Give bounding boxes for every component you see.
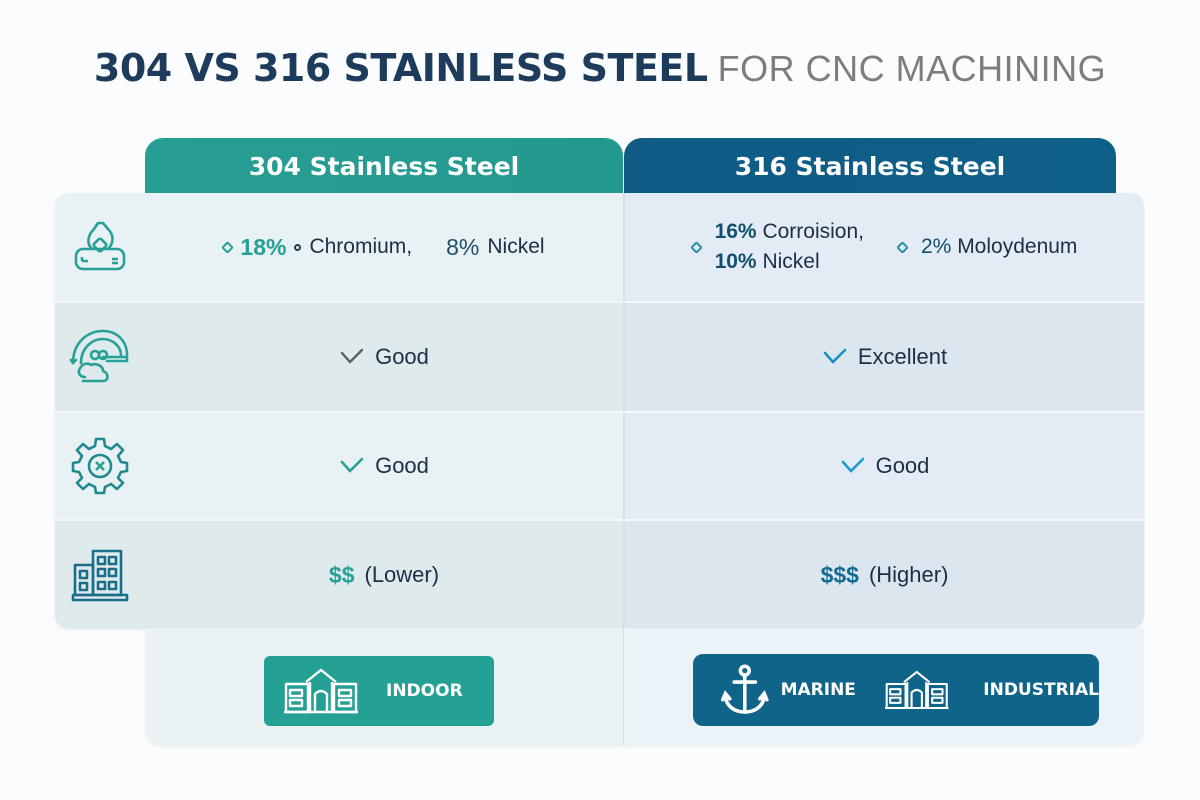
cell-304-cost: $$ (Lower): [145, 521, 623, 629]
title-sub: FOR CNC MACHINING: [717, 48, 1107, 89]
anchor-icon: [721, 664, 769, 714]
diamond-bullet-icon: [689, 240, 703, 254]
check-icon: [340, 457, 364, 473]
cell-316-machinability: Good: [623, 413, 1144, 519]
cell-316-composition: 16% Corroision, 10% Nickel 2% Moloydenum: [623, 193, 1144, 301]
check-icon: [841, 457, 864, 473]
application-badge-marine-industrial: MARINE INDUSTRIAL: [693, 654, 1099, 726]
alloy-composition-icon: [74, 221, 126, 271]
check-icon: [340, 348, 364, 364]
diamond-bullet-icon: [896, 240, 909, 254]
table-row-cost: $$ (Lower) $$$ (Higher): [55, 521, 1144, 629]
building-icon: [885, 670, 949, 710]
row-icon-cell: [55, 303, 145, 411]
cell-304-composition: 18% Chromium, 8% Nickel: [145, 193, 623, 301]
table-row-machinability: Good Good: [55, 413, 1144, 521]
corrosion-resistance-icon: [69, 329, 129, 383]
application-badge-indoor: INDOOR: [264, 656, 494, 726]
cell-316-cost: $$$ (Higher): [623, 521, 1144, 629]
cell-304-corrosion: Good: [145, 303, 623, 411]
column-header-316: 316 Stainless Steel: [624, 138, 1116, 194]
row-icon-cell: [55, 521, 145, 629]
diamond-bullet-icon: [221, 240, 235, 254]
row-icon-cell: [55, 413, 145, 519]
page-title: 304 VS 316 STAINLESS STEEL FOR CNC MACHIN…: [0, 46, 1200, 90]
comparison-table: 18% Chromium, 8% Nickel 16% Corroision, …: [55, 193, 1144, 629]
cell-304-machinability: Good: [145, 413, 623, 519]
applications-section: INDOOR MARINE INDUSTRIAL: [145, 628, 1144, 746]
check-icon: [823, 348, 847, 364]
column-divider: [623, 628, 624, 746]
cost-building-icon: [71, 549, 129, 602]
title-main: 304 VS 316 STAINLESS STEEL: [93, 46, 708, 90]
machinability-gear-icon: [71, 437, 129, 495]
row-icon-cell: [55, 193, 145, 301]
cell-316-corrosion: Excellent: [623, 303, 1144, 411]
table-row-composition: 18% Chromium, 8% Nickel 16% Corroision, …: [55, 193, 1144, 303]
building-icon: [284, 668, 358, 714]
dot-bullet-icon: [294, 243, 302, 251]
table-row-corrosion-resistance: Good Excellent: [55, 303, 1144, 413]
column-header-304: 304 Stainless Steel: [145, 138, 623, 194]
